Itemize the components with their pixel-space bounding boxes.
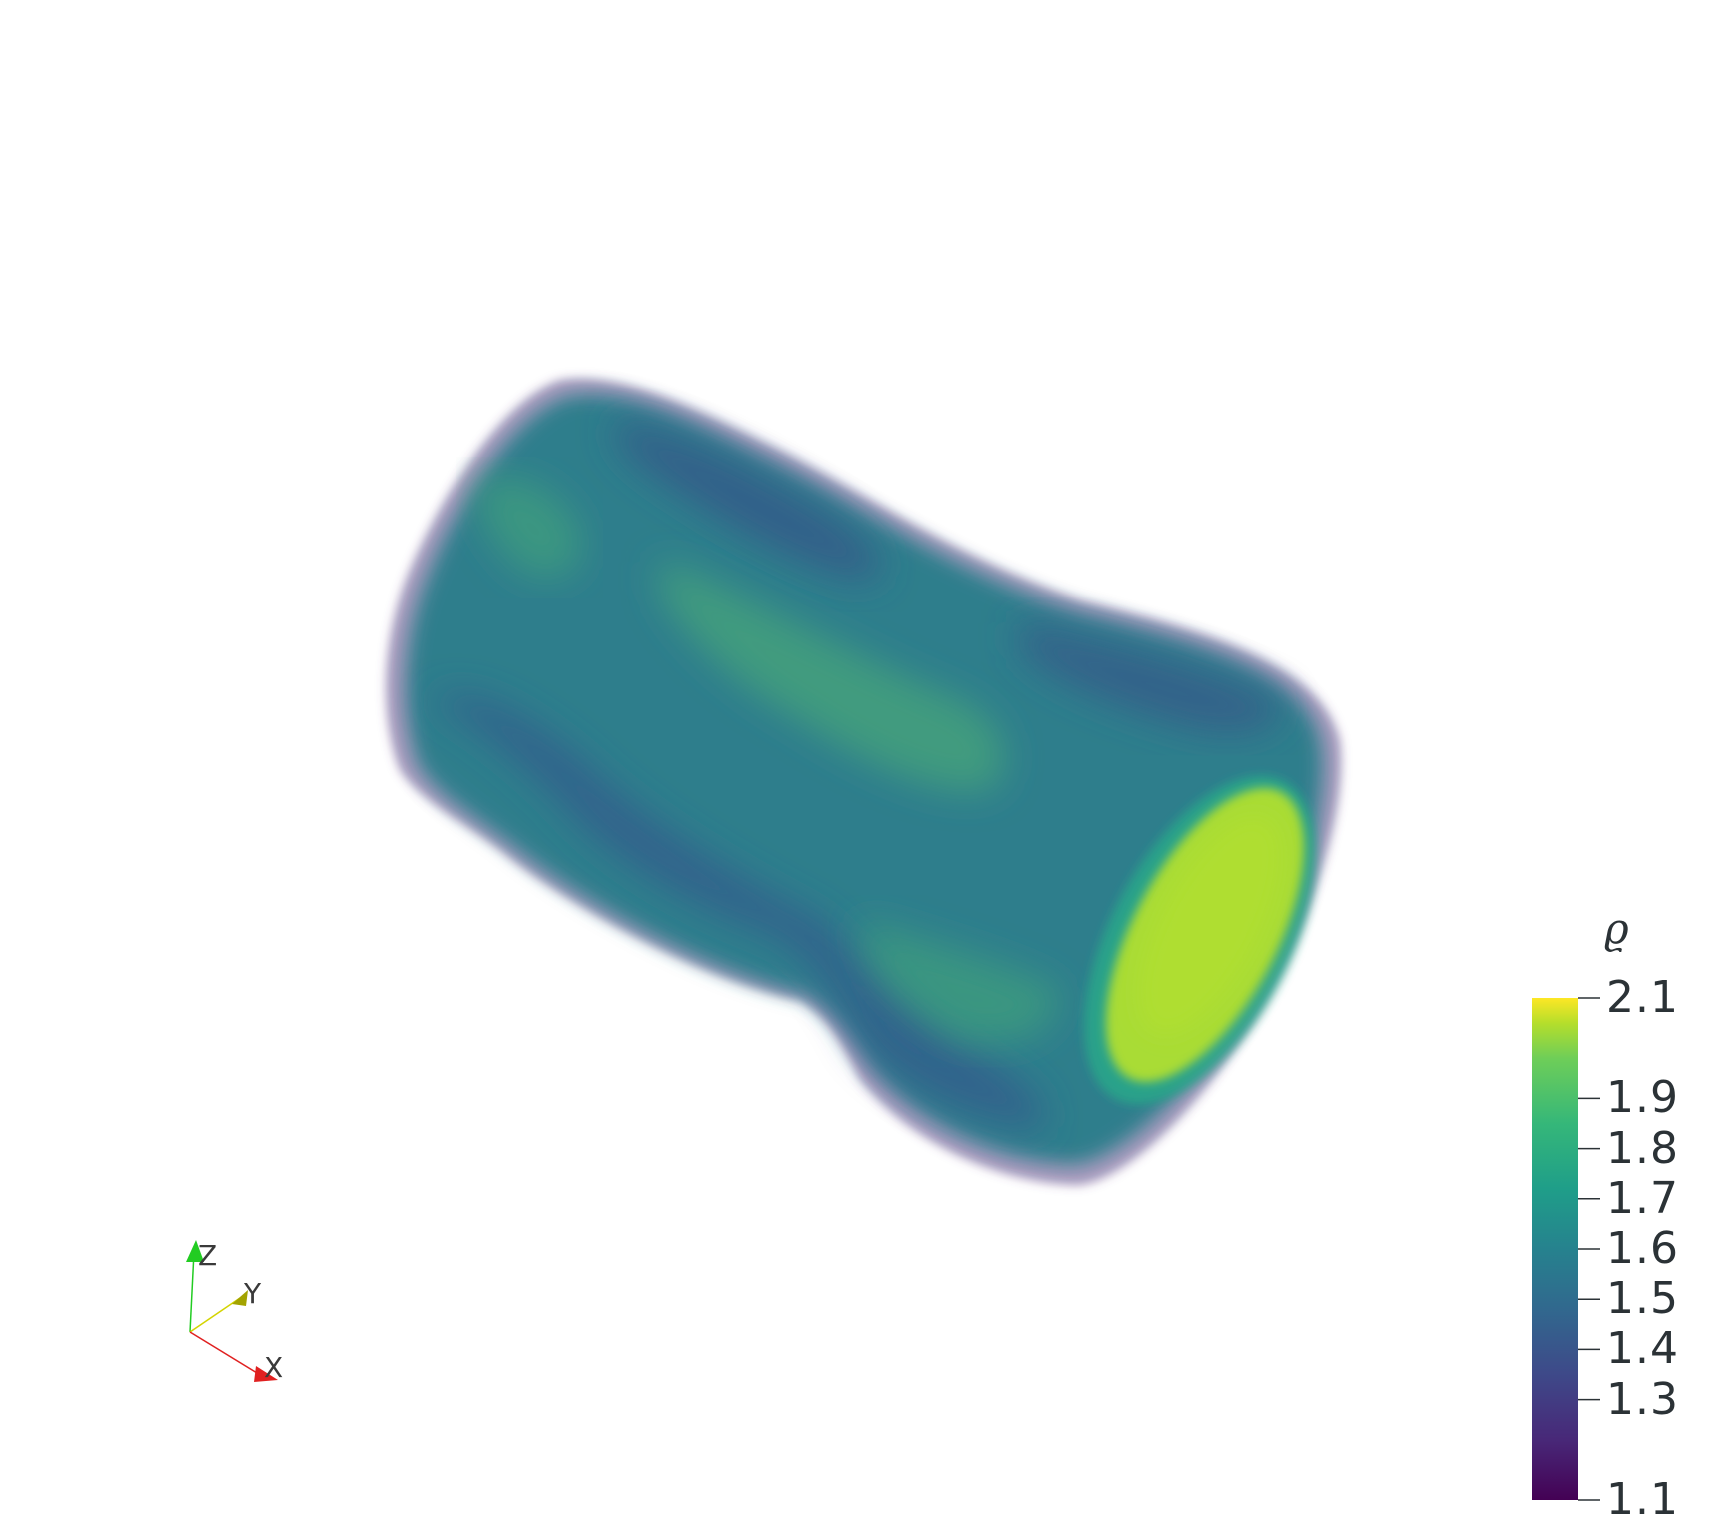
z-axis-line	[189, 1251, 195, 1333]
scalar-bar-tick-label: 1.1	[1606, 1474, 1679, 1525]
x-axis-label: X	[264, 1351, 284, 1384]
y-axis-arrow-icon	[232, 1290, 248, 1306]
z-axis-label: Z	[198, 1239, 218, 1272]
volume-render	[386, 378, 1342, 1186]
y-axis-line	[189, 1297, 241, 1333]
colorbar-gradient	[1532, 998, 1578, 1500]
y-axis-label: Y	[244, 1277, 262, 1310]
scalar-bar-tick-label: 1.3	[1606, 1373, 1679, 1425]
scalar-bar-tick-label: 1.9	[1606, 1072, 1679, 1124]
scalar-bar-tick-label: 1.4	[1606, 1323, 1679, 1375]
scalar-bar-tick-label: 2.1	[1606, 972, 1679, 1023]
orientation-axes	[186, 1240, 278, 1382]
x-axis-arrow-icon	[254, 1366, 278, 1382]
x-axis-line	[189, 1331, 263, 1377]
scalar-bar-title: ϱ	[1604, 904, 1629, 953]
scalar-bar-tick-label: 1.6	[1606, 1223, 1679, 1274]
scalar-bar-tick-label: 1.7	[1606, 1172, 1679, 1224]
z-axis-arrow-icon	[186, 1240, 204, 1262]
scalar-bar-tick-label: 1.5	[1606, 1273, 1679, 1325]
scalar-bar	[1532, 997, 1600, 1501]
scalar-bar-tick-label: 1.8	[1606, 1122, 1679, 1174]
